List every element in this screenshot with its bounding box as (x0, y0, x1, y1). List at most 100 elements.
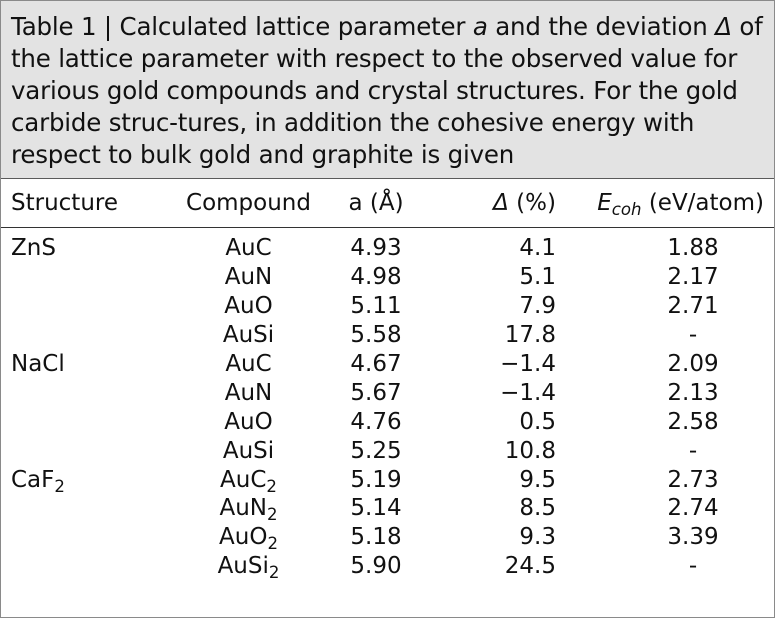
caption-mid: and the deviation (487, 12, 716, 41)
lattice-table: Structure Compound a (Å) Δ (%) Ecoh (eV/… (1, 179, 774, 581)
cell-a: 5.19 (350, 466, 402, 493)
header-delta-symbol: Δ (493, 190, 509, 216)
cell-compound: AuC2 (171, 465, 326, 496)
structure-subscript: 2 (54, 476, 65, 496)
header-structure: Structure (1, 179, 171, 228)
compound-text: AuC (225, 351, 272, 377)
compound-text: AuO (219, 524, 268, 551)
compound-text: AuC (220, 466, 267, 493)
cell-compound: AuC (171, 350, 326, 379)
cell-structure (1, 292, 171, 321)
cell-compound: AuSi (171, 321, 326, 350)
cell-structure (1, 378, 171, 407)
table-row: CaF2 AuC2 5.19 9.5 2.73 (1, 465, 774, 496)
cell-delta: 8.5 (519, 495, 556, 522)
table-row: AuN2 5.14 8.5 2.74 (1, 494, 774, 523)
compound-subscript: 2 (268, 563, 280, 583)
cell-structure (1, 407, 171, 436)
cell-ecoh: 2.74 (667, 495, 719, 522)
table-row: AuSi 5.25 10.8 - (1, 436, 774, 465)
cell-structure (1, 494, 171, 523)
compound-subscript: 2 (267, 534, 278, 554)
cell-structure: ZnS (1, 228, 171, 263)
cell-compound: AuSi2 (171, 552, 326, 581)
cell-ecoh: - (688, 437, 698, 464)
cell-ecoh: 3.39 (667, 524, 719, 551)
table-body: ZnS AuC 4.93 4.1 1.88 AuN 4.98 5.1 2.17 AuO 5.11 7.… (1, 228, 774, 581)
header-ecoh-unit: (eV/atom) (641, 190, 764, 216)
structure-text: NaCl (11, 351, 65, 377)
cell-ecoh: 2.58 (667, 408, 719, 435)
cell-a: 5.67 (350, 379, 402, 406)
caption-symbol-delta: Δ (715, 12, 732, 41)
cell-delta: −1.4 (500, 351, 556, 377)
cell-compound: AuO (171, 407, 326, 436)
cell-ecoh: 2.13 (667, 379, 719, 406)
cell-a: 5.14 (350, 495, 402, 522)
table-row: AuN 5.67 −1.4 2.13 (1, 378, 774, 407)
cell-a: 5.58 (350, 322, 402, 349)
table-row: NaCl AuC 4.67 −1.4 2.09 (1, 350, 774, 379)
table-row: ZnS AuC 4.93 4.1 1.88 (1, 228, 774, 263)
cell-compound: AuO2 (171, 523, 326, 552)
cell-structure: CaF2 (1, 465, 171, 496)
cell-ecoh: 2.09 (667, 351, 719, 377)
caption-symbol-a: a (472, 12, 488, 41)
cell-delta: 4.1 (519, 235, 556, 262)
compound-text: AuSi (222, 322, 275, 349)
structure-text: ZnS (11, 235, 56, 262)
cell-compound: AuN2 (171, 494, 326, 523)
cell-structure: NaCl (1, 350, 171, 379)
compound-text: AuC (225, 235, 272, 262)
cell-a: 5.90 (350, 553, 402, 580)
table-row: AuO 5.11 7.9 2.71 (1, 292, 774, 321)
cell-structure (1, 321, 171, 350)
table-row: AuN 4.98 5.1 2.17 (1, 263, 774, 292)
cell-compound: AuN (171, 263, 326, 292)
cell-a: 4.76 (350, 408, 402, 435)
cell-structure (1, 523, 171, 552)
cell-delta: 17.8 (504, 322, 556, 349)
cell-ecoh: - (688, 553, 698, 580)
cell-structure (1, 552, 171, 581)
cell-ecoh: 2.71 (667, 293, 719, 320)
table-caption: Table 1 | Calculated lattice parameter a… (1, 1, 774, 179)
cell-compound: AuSi (171, 436, 326, 465)
table-row: AuO 4.76 0.5 2.58 (1, 407, 774, 436)
structure-text: CaF (11, 466, 55, 493)
cell-delta: 10.8 (504, 437, 556, 464)
header-delta-unit: (%) (508, 190, 556, 216)
caption-rest: of the lattice parameter with respect to… (11, 12, 763, 169)
cell-a: 4.67 (350, 351, 402, 377)
compound-subscript: 2 (266, 476, 277, 496)
caption-prefix: Table 1 | Calculated lattice parameter (11, 12, 473, 41)
header-a: a (Å) (326, 179, 426, 228)
compound-text: AuSi (217, 553, 269, 580)
compound-subscript: 2 (267, 505, 278, 525)
cell-a: 4.93 (350, 235, 402, 262)
table-row: AuSi 5.58 17.8 - (1, 321, 774, 350)
cell-structure (1, 436, 171, 465)
cell-compound: AuC (171, 228, 326, 263)
header-ecoh-symbol: E (597, 190, 612, 216)
cell-a: 5.25 (350, 437, 402, 464)
cell-structure (1, 263, 171, 292)
compound-text: AuN (219, 495, 267, 522)
cell-delta: 7.9 (519, 293, 556, 320)
cell-compound: AuN (171, 378, 326, 407)
table-row: AuSi2 5.90 24.5 - (1, 552, 774, 581)
cell-ecoh: 1.88 (667, 235, 719, 262)
header-ecoh: Ecoh (eV/atom) (562, 179, 774, 228)
cell-delta: 9.5 (519, 466, 556, 493)
header-delta: Δ (%) (426, 179, 562, 228)
cell-delta: 0.5 (519, 408, 556, 435)
cell-ecoh: - (688, 322, 698, 349)
cell-delta: −1.4 (500, 379, 556, 406)
compound-text: AuO (224, 408, 273, 435)
cell-a: 4.98 (350, 264, 402, 291)
compound-text: AuN (224, 379, 273, 406)
cell-delta: 5.1 (519, 264, 556, 291)
table-row: AuO2 5.18 9.3 3.39 (1, 523, 774, 552)
cell-delta: 24.5 (504, 553, 556, 580)
